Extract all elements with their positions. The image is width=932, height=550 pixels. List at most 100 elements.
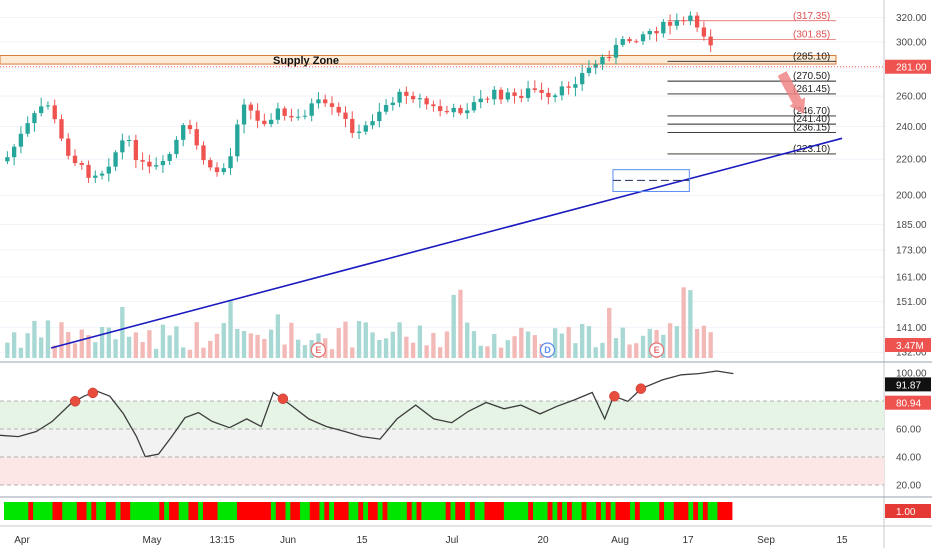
time-axis-label: Jul xyxy=(446,535,459,546)
price-tick-label: 200.00 xyxy=(896,191,927,202)
heat-strip-cell xyxy=(251,502,257,520)
candle-body xyxy=(79,163,84,165)
heat-strip-cell xyxy=(266,502,272,520)
candle-body xyxy=(505,92,510,100)
heat-strip-cell xyxy=(232,502,238,520)
volume-bar xyxy=(512,336,517,358)
heat-strip-cell xyxy=(678,502,684,520)
time-axis-label: Sep xyxy=(757,535,775,546)
heat-strip-cell xyxy=(33,502,39,520)
volume-bar xyxy=(586,326,592,358)
volume-bar xyxy=(580,323,585,358)
heat-strip-cell xyxy=(698,502,704,520)
candle-body xyxy=(316,99,321,104)
heat-strip-cell xyxy=(173,502,180,520)
volume-bar xyxy=(444,331,450,358)
heat-strip-cell xyxy=(324,502,330,520)
candle-body xyxy=(681,20,686,22)
heat-strip-cell xyxy=(23,502,29,520)
volume-badge-bg xyxy=(885,338,931,352)
heat-strip-cell xyxy=(18,502,24,520)
heat-strip-cell xyxy=(435,502,442,520)
oscillator-line xyxy=(0,370,734,458)
volume-bar xyxy=(25,333,30,358)
candle-body xyxy=(519,95,524,98)
volume-bar xyxy=(45,320,51,358)
heat-strip-cell xyxy=(130,502,136,520)
candle-body xyxy=(471,102,477,111)
volume-bar xyxy=(52,345,57,358)
volume-bar xyxy=(282,344,287,358)
candlesticks xyxy=(5,11,713,183)
heat-strip-cell xyxy=(673,502,680,520)
heat-strip-cell xyxy=(630,502,636,520)
candle-body xyxy=(153,165,159,167)
candle-body xyxy=(120,140,125,153)
last-price-badge-bg xyxy=(885,59,931,74)
candle-body xyxy=(458,107,463,114)
volume-bar xyxy=(485,346,490,358)
volume-bar xyxy=(438,347,443,358)
heat-strip-cell xyxy=(207,502,214,520)
event-marker[interactable] xyxy=(310,342,326,358)
heat-strip-cell xyxy=(193,502,199,520)
heat-strip-cell xyxy=(727,502,733,520)
candle-body xyxy=(424,98,429,105)
candle-body xyxy=(417,98,423,100)
heat-strip-cell xyxy=(183,502,189,520)
heat-strip-cell xyxy=(57,502,63,520)
candle-body xyxy=(701,27,707,37)
price-tick-label: 300.00 xyxy=(896,38,927,49)
heat-strip-cell xyxy=(615,502,621,520)
volume-bar xyxy=(573,343,578,358)
volume-bar xyxy=(140,342,145,358)
volume-bar xyxy=(505,340,510,358)
volume-bar xyxy=(647,328,652,358)
candle-body xyxy=(674,20,680,26)
candle-body xyxy=(566,86,571,88)
heat-strip-cell xyxy=(372,502,379,520)
oscillator-level-badge: 80.94 xyxy=(885,395,931,410)
volume-bar xyxy=(471,331,477,358)
heat-strip-cell xyxy=(474,502,481,520)
heat-strip-cell xyxy=(537,502,544,520)
heat-strip-cell xyxy=(664,502,670,520)
heat-strip-cell xyxy=(712,502,718,520)
candle-body xyxy=(255,110,260,121)
candle-body xyxy=(492,89,497,100)
heat-strip-cell xyxy=(702,502,709,520)
heat-strip-cell xyxy=(319,502,325,520)
volume-bar xyxy=(106,327,111,358)
event-marker[interactable] xyxy=(539,342,556,358)
fib-level-label: (317.35) xyxy=(793,11,830,22)
candle-body xyxy=(512,92,517,96)
heat-strip-cell xyxy=(222,502,228,520)
event-marker[interactable] xyxy=(648,342,665,358)
candle-body xyxy=(214,167,220,173)
volume-bar xyxy=(525,331,531,358)
candle-body xyxy=(302,115,308,117)
event-marker-label: E xyxy=(654,345,660,355)
volume-bar xyxy=(424,345,429,358)
candle-body xyxy=(275,108,281,120)
candle-body xyxy=(336,106,341,113)
heat-strip-cell xyxy=(91,502,97,520)
volume-bar xyxy=(478,345,483,358)
heat-strip-cell xyxy=(707,502,713,520)
heat-strip-cell xyxy=(416,502,422,520)
heat-strip-cell xyxy=(144,502,150,520)
heat-strip-cell xyxy=(411,502,417,520)
volume-bar xyxy=(404,336,409,358)
volume-bar xyxy=(363,322,368,358)
candle-body xyxy=(93,175,98,178)
heat-strip-cell xyxy=(348,502,354,520)
volume-bar xyxy=(174,326,179,358)
candle-body xyxy=(39,106,44,114)
volume-bar xyxy=(11,332,17,358)
candle-body xyxy=(228,156,233,169)
candle-body xyxy=(485,98,490,100)
heat-strip-cell xyxy=(159,502,165,520)
heat-strip-cell xyxy=(489,502,495,520)
volume-bar xyxy=(248,333,253,358)
